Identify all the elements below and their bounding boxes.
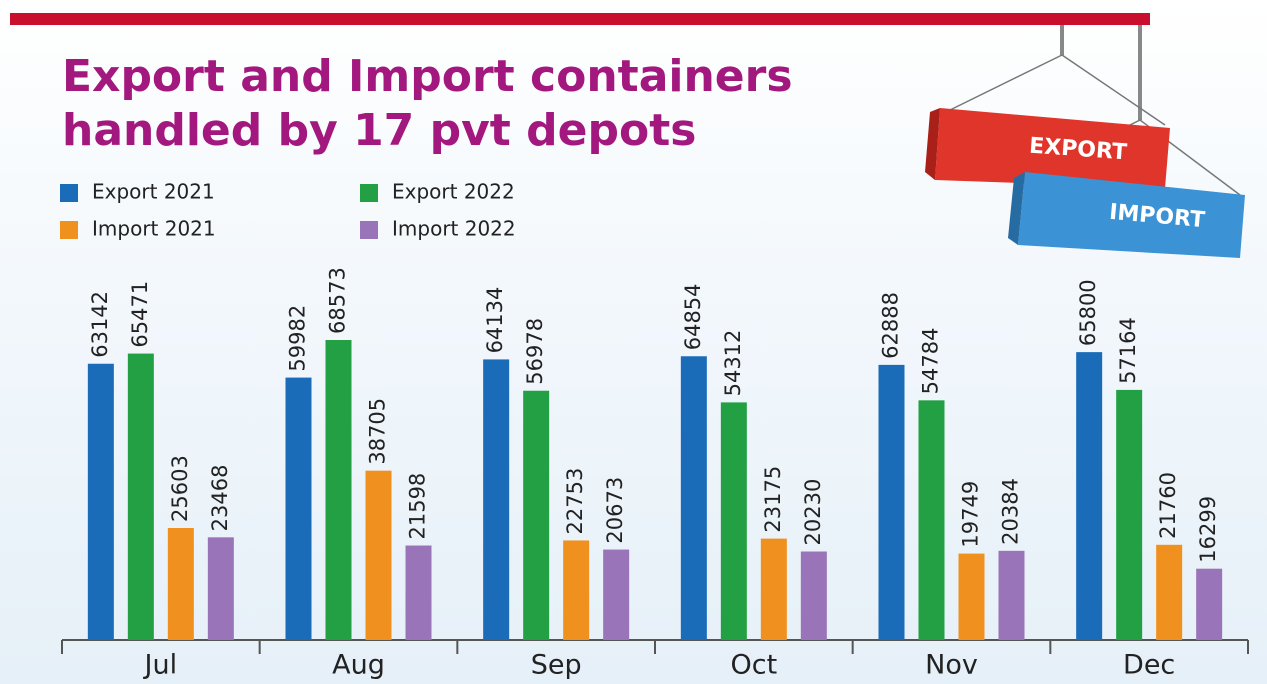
bar [523, 391, 549, 640]
data-label: 21598 [406, 473, 430, 540]
top-bar [10, 13, 1150, 25]
bar [959, 554, 985, 640]
x-tick-label: Aug [332, 650, 385, 681]
bar [1156, 545, 1182, 640]
data-label: 23175 [761, 466, 785, 533]
data-label: 54784 [919, 328, 943, 395]
legend-label: Import 2021 [92, 217, 216, 241]
data-label: 57164 [1116, 317, 1140, 384]
data-label: 64134 [483, 287, 507, 354]
x-tick-label: Jul [143, 650, 178, 681]
data-label: 68573 [326, 267, 350, 334]
bar [801, 551, 827, 640]
data-label: 21760 [1156, 472, 1180, 539]
data-label: 20230 [801, 479, 825, 546]
bar [128, 354, 154, 640]
illustration: EXPORT IMPORT [925, 25, 1245, 258]
legend-label: Export 2021 [92, 180, 215, 204]
bar [919, 400, 945, 640]
bar [603, 550, 629, 640]
bar [563, 540, 589, 640]
legend-swatch [360, 184, 378, 202]
bar [721, 402, 747, 640]
x-tick-label: Oct [730, 650, 777, 681]
bar [208, 537, 234, 640]
data-label: 62888 [879, 292, 903, 359]
x-tick-label: Dec [1123, 650, 1175, 681]
x-tick-label: Sep [531, 650, 582, 681]
data-label: 64854 [681, 283, 705, 350]
legend-swatch [60, 221, 78, 239]
chart-title: Export and Import containers handled by … [62, 50, 932, 158]
bar [1196, 569, 1222, 640]
data-label: 23468 [208, 465, 232, 532]
data-label: 38705 [366, 398, 390, 465]
bar [1076, 352, 1102, 640]
bar [761, 539, 787, 640]
data-label: 56978 [523, 318, 547, 385]
data-label: 20673 [603, 477, 627, 544]
bar [366, 471, 392, 640]
data-label: 16299 [1196, 496, 1220, 563]
data-label: 25603 [168, 455, 192, 522]
bar [999, 551, 1025, 640]
bar [286, 378, 312, 640]
legend-swatch [60, 184, 78, 202]
bar [483, 359, 509, 640]
bar [879, 365, 905, 640]
page: EXPORT IMPORT Export 2021 Export 2022 Impo… [0, 0, 1267, 684]
data-label: 63142 [88, 291, 112, 358]
legend-label: Import 2022 [392, 217, 516, 241]
legend-swatch [360, 221, 378, 239]
data-label: 59982 [286, 305, 310, 372]
bar [681, 356, 707, 640]
bar [168, 528, 194, 640]
data-label: 65800 [1076, 279, 1100, 346]
x-tick-label: Nov [925, 650, 978, 681]
bar [88, 364, 114, 640]
bar [1116, 390, 1142, 640]
legend-label: Export 2022 [392, 180, 515, 204]
data-label: 19749 [959, 481, 983, 548]
data-label: 22753 [563, 468, 587, 535]
bar [406, 546, 432, 640]
data-label: 54312 [721, 330, 745, 397]
data-label: 65471 [128, 281, 152, 348]
data-label: 20384 [999, 478, 1023, 545]
bar [326, 340, 352, 640]
